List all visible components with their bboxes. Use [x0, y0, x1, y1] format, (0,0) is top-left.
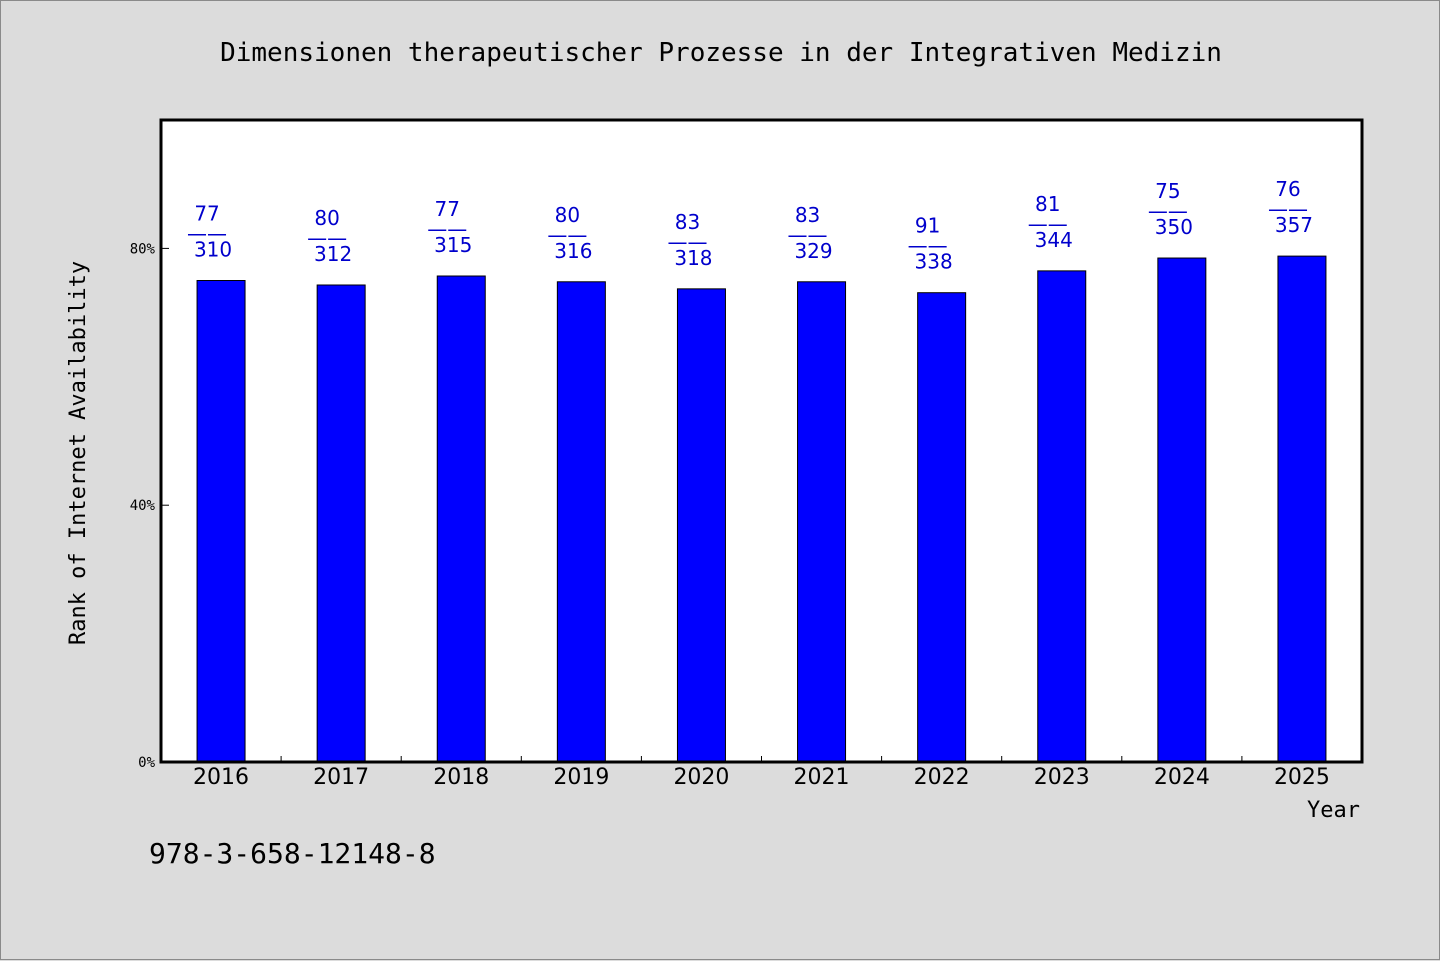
x-tick-label-2021: 2021 — [794, 765, 850, 790]
data-label-sep-2016: —— — [187, 222, 227, 246]
data-label-sep-2018: —— — [427, 217, 467, 241]
data-label-bottom-2019: 316 — [554, 239, 592, 263]
bar-2019 — [556, 281, 606, 763]
data-label-sep-2020: —— — [667, 230, 707, 254]
data-label-top-2020: 83 — [675, 210, 700, 234]
data-label-bottom-2020: 318 — [674, 246, 712, 270]
x-tick-label-2016: 2016 — [193, 765, 249, 790]
y-tick-label: 80% — [130, 241, 156, 257]
x-ticks: 2016 2017 2018 2019 2020 2021 2022 2023 2024 2025 — [193, 756, 1330, 790]
bar-2020 — [676, 288, 726, 763]
bar-2018 — [436, 275, 486, 763]
plot-border — [159, 118, 1364, 764]
x-axis-label: Year — [1307, 798, 1360, 823]
data-label-bottom-2018: 315 — [434, 233, 472, 257]
x-tick-label-2019: 2019 — [553, 765, 609, 790]
data-label-top-2018: 77 — [435, 197, 460, 221]
bar-2021 — [797, 281, 847, 763]
data-label-sep-2021: —— — [788, 223, 828, 247]
data-label-sep-2017: —— — [307, 226, 347, 250]
data-label-sep-2024: —— — [1148, 199, 1188, 223]
y-axis-label: Rank of Internet Availability — [66, 261, 91, 645]
y-ticks: 0% 40% 80% — [130, 241, 169, 771]
data-label-top-2024: 75 — [1155, 179, 1180, 203]
x-tick-label-2023: 2023 — [1034, 765, 1090, 790]
y-tick-label: 40% — [130, 498, 156, 514]
data-label-top-2016: 77 — [194, 202, 219, 226]
chart-title: Dimensionen therapeutischer Prozesse in … — [220, 38, 1222, 68]
x-tick-label-2024: 2024 — [1154, 765, 1210, 790]
data-label-sep-2025: —— — [1268, 197, 1308, 221]
x-tick-label-2025: 2025 — [1274, 765, 1330, 790]
data-label-bottom-2022: 338 — [915, 250, 953, 274]
isbn-footnote: 978-3-658-12148-8 — [149, 837, 436, 870]
data-label-sep-2023: —— — [1028, 212, 1068, 236]
x-tick-label-2022: 2022 — [914, 765, 970, 790]
data-label-bottom-2021: 329 — [794, 239, 832, 263]
bar-2025 — [1277, 255, 1327, 763]
data-label-bottom-2024: 350 — [1155, 215, 1193, 239]
x-tick-label-2017: 2017 — [313, 765, 369, 790]
bar-2022 — [917, 292, 967, 763]
data-label-top-2019: 80 — [555, 203, 580, 227]
data-label-bottom-2025: 357 — [1275, 213, 1313, 237]
data-labels: 310——77312——80315——77316——80318——83329——… — [187, 177, 1313, 274]
data-label-bottom-2017: 312 — [314, 242, 352, 266]
data-label-top-2017: 80 — [314, 206, 339, 230]
data-label-sep-2022: —— — [908, 234, 948, 258]
bar-2017 — [316, 284, 366, 763]
y-tick-label: 0% — [138, 755, 155, 771]
data-label-top-2023: 81 — [1035, 192, 1060, 216]
data-label-bottom-2016: 310 — [194, 238, 232, 262]
data-label-top-2021: 83 — [795, 203, 820, 227]
bar-2016 — [196, 280, 246, 763]
data-label-top-2022: 91 — [915, 214, 940, 238]
bars — [196, 255, 1327, 763]
data-label-bottom-2023: 344 — [1035, 228, 1073, 252]
x-tick-label-2018: 2018 — [433, 765, 489, 790]
bar-2023 — [1037, 270, 1087, 763]
x-tick-label-2020: 2020 — [673, 765, 729, 790]
data-label-sep-2019: —— — [547, 223, 587, 247]
data-label-top-2025: 76 — [1275, 177, 1300, 201]
bar-2024 — [1157, 257, 1207, 763]
